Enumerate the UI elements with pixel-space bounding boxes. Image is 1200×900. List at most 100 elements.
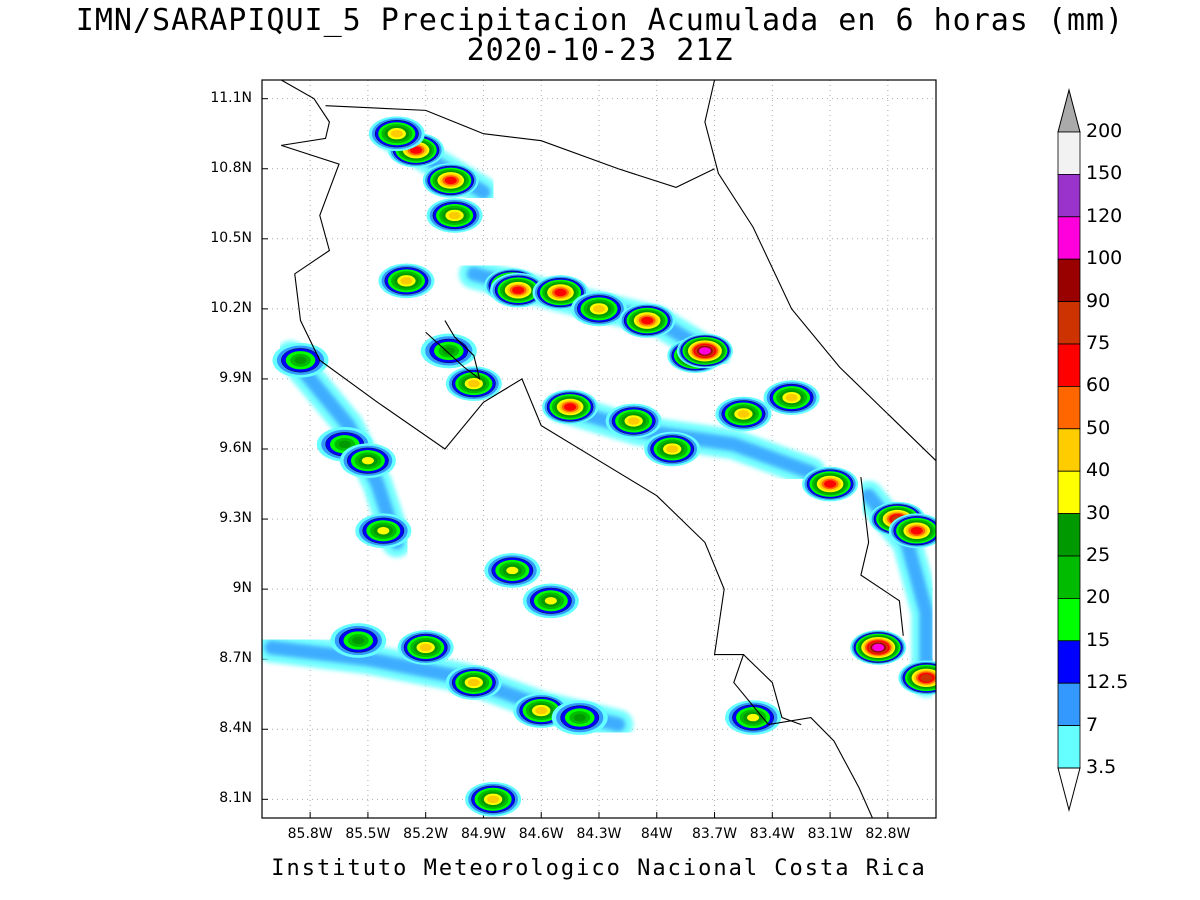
lon-tick-label: 83.7W	[692, 826, 738, 842]
colorbar-level-label: 20	[1086, 586, 1111, 609]
colorbar-level-label: 25	[1086, 544, 1111, 566]
colorbar-level-label: 90	[1086, 289, 1111, 312]
lon-tick-label: 85.8W	[287, 826, 333, 842]
colorbar-under-arrow	[1057, 767, 1081, 812]
colorbar-level-label: 40	[1086, 459, 1111, 482]
colorbar-level-label: 100	[1086, 247, 1123, 270]
precip-cell	[535, 706, 548, 715]
lon-tick-label: 83.4W	[749, 826, 795, 842]
precip-cell	[506, 566, 519, 575]
colorbar-swatch	[1057, 598, 1081, 642]
colorbar-level-label: 7	[1086, 713, 1099, 736]
colorbar-swatch	[1057, 131, 1081, 175]
colorbar-level-label: 60	[1086, 374, 1111, 397]
lon-tick-label: 84.6W	[518, 826, 564, 842]
colorbar-swatch	[1057, 682, 1081, 727]
precip-cell	[352, 636, 365, 645]
lat-tick-label: 9.9N	[219, 369, 252, 386]
lat-tick-label: 9N	[232, 580, 252, 597]
precip-cell	[747, 713, 760, 722]
colorbar-level-label: 30	[1086, 501, 1111, 524]
precip-cell	[400, 277, 413, 285]
colorbar-swatch	[1057, 428, 1081, 472]
colorbar-swatch	[1057, 343, 1081, 387]
map-subtitle: 2020-10-23 21Z	[466, 33, 734, 68]
precip-cell	[444, 176, 457, 185]
lon-tick-label: 85.2W	[403, 826, 449, 842]
precip-cell	[448, 211, 461, 220]
colorbar-level-label: 150	[1086, 162, 1123, 185]
precip-cell	[294, 356, 307, 364]
lat-tick-label: 11.1N	[210, 89, 252, 106]
lat-tick-label: 10.8N	[210, 159, 252, 176]
precip-cell	[785, 393, 798, 402]
precip-cell	[920, 674, 933, 682]
precip-cell	[410, 146, 423, 154]
precip-cell	[361, 456, 374, 465]
coast-line	[704, 80, 936, 462]
lon-tick-label: 84W	[640, 826, 673, 842]
lon-tick-label: 83.1W	[807, 826, 853, 842]
map-title: IMN/SARAPIQUI_5 Precipitacion Acumulada …	[75, 3, 1125, 38]
colorbar-swatch	[1057, 385, 1081, 430]
precip-cell	[872, 643, 885, 652]
colorbar-swatch	[1057, 470, 1081, 515]
colorbar-swatch	[1057, 725, 1081, 769]
colorbar-level-label: 15	[1086, 628, 1111, 651]
lat-tick-label: 9.6N	[219, 440, 252, 456]
colorbar-level-label: 12.5	[1086, 671, 1129, 694]
colorbar-over-arrow	[1057, 88, 1081, 133]
colorbar-swatch	[1057, 173, 1081, 218]
coast-line	[860, 476, 904, 636]
precip-cell	[544, 597, 557, 605]
precip-cell	[593, 305, 605, 313]
coastline-borders	[280, 80, 936, 818]
lat-tick-label: 8.1N	[219, 790, 252, 807]
precip-cell	[442, 347, 455, 355]
precip-cell	[641, 316, 654, 325]
lat-tick-label: 8.4N	[219, 720, 252, 737]
lon-tick-label: 82.8W	[865, 826, 911, 842]
lat-tick-label: 10.2N	[210, 299, 252, 316]
colorbar-level-label: 200	[1086, 120, 1123, 142]
precip-cell	[564, 403, 577, 411]
colorbar-swatch	[1057, 258, 1081, 303]
precip-cell	[467, 379, 480, 388]
precip-cell	[512, 286, 525, 294]
colorbar-swatch	[1057, 216, 1081, 260]
lon-tick-label: 84.9W	[460, 826, 506, 842]
precip-cell	[573, 713, 586, 722]
precip-cell	[467, 678, 480, 687]
coast-line	[425, 320, 481, 381]
precip-cell	[737, 410, 750, 418]
precip-cell	[419, 643, 432, 652]
colorbar-level-label: 3.5	[1086, 756, 1117, 778]
lon-tick-label: 84.3W	[576, 826, 622, 842]
precip-cell	[824, 480, 837, 488]
colorbar-level-label: 75	[1086, 332, 1111, 354]
lat-tick-label: 9.3N	[219, 510, 252, 527]
colorbar-swatch	[1057, 640, 1081, 684]
coast-line	[743, 654, 802, 726]
colorbar-level-label: 120	[1086, 204, 1123, 227]
lat-tick-label: 8.7N	[219, 650, 252, 667]
plot-frame	[261, 79, 937, 819]
colorbar-level-label: 50	[1086, 416, 1111, 439]
lon-tick-label: 85.5W	[345, 826, 391, 842]
precip-cell	[487, 795, 500, 804]
colorbar-swatch	[1057, 555, 1081, 599]
precip-cell	[390, 129, 403, 138]
colorbar	[1057, 88, 1081, 812]
precip-field	[262, 116, 936, 817]
precip-cell	[910, 527, 923, 535]
precip-cell	[666, 445, 679, 453]
precip-cell	[377, 527, 390, 535]
coast-line	[325, 105, 715, 189]
footer-credit: Instituto Meteorologico Nacional Costa R…	[271, 856, 927, 881]
precip-cell	[554, 288, 567, 297]
colorbar-swatch	[1057, 513, 1081, 557]
precip-cell	[698, 347, 711, 355]
precip-cell	[627, 417, 640, 425]
precip-cell	[338, 440, 351, 449]
